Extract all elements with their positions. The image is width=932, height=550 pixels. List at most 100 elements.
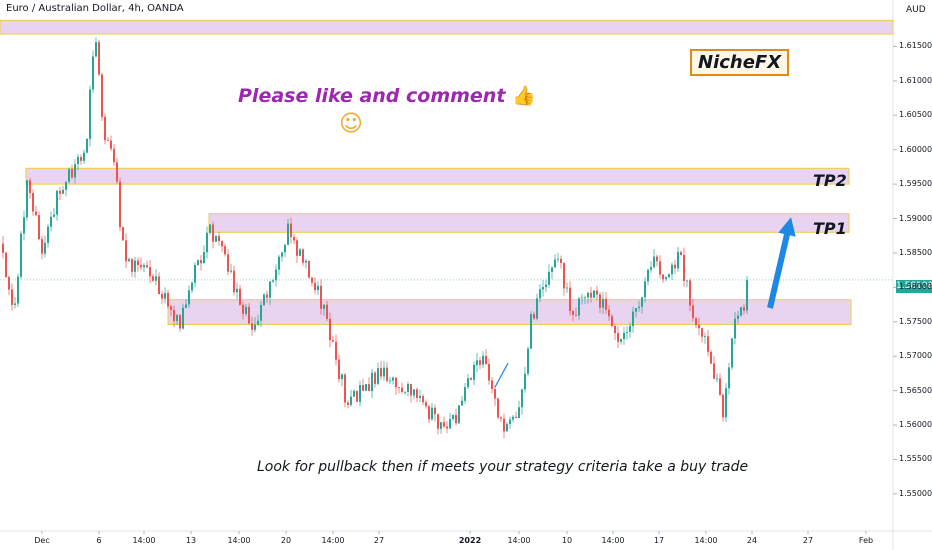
candle-body bbox=[416, 389, 418, 398]
candle-body bbox=[35, 211, 37, 216]
currency-label[interactable]: AUD bbox=[906, 5, 926, 15]
candle-body bbox=[536, 298, 538, 319]
like-comment-annotation[interactable]: Please like and comment 👍 bbox=[238, 84, 536, 107]
candle-body bbox=[83, 152, 85, 161]
candle-body bbox=[527, 348, 529, 374]
tp2-label[interactable]: TP2 bbox=[813, 171, 847, 190]
candle-body bbox=[86, 138, 88, 153]
candle-body bbox=[656, 256, 658, 262]
smile-icon[interactable]: ☺ bbox=[339, 111, 363, 137]
tp2-zone bbox=[25, 167, 850, 185]
candle-body bbox=[53, 214, 55, 217]
candle-body bbox=[548, 271, 550, 285]
candle-body bbox=[746, 279, 748, 311]
candle-body bbox=[638, 306, 640, 309]
candle-body bbox=[584, 297, 586, 299]
candle-body bbox=[482, 355, 484, 365]
candle-body bbox=[260, 305, 262, 321]
candle-body bbox=[266, 294, 268, 298]
candle-body bbox=[728, 367, 730, 389]
candle-body bbox=[479, 360, 481, 365]
candle-body bbox=[323, 304, 325, 309]
candle-body bbox=[68, 169, 70, 182]
candle-body bbox=[731, 338, 733, 368]
candle-body bbox=[338, 359, 340, 380]
candle-body bbox=[131, 259, 133, 272]
y-tick-label: 1.55500 bbox=[899, 454, 932, 464]
tp1-zone bbox=[208, 213, 850, 233]
candle-body bbox=[404, 391, 406, 393]
thumbs-up-icon: 👍 bbox=[512, 85, 536, 107]
candle-body bbox=[362, 385, 364, 391]
candle-body bbox=[434, 407, 436, 415]
candle-body bbox=[524, 373, 526, 390]
candle-body bbox=[629, 326, 631, 332]
candle-body bbox=[155, 276, 157, 281]
candle-body bbox=[104, 116, 106, 141]
x-tick-label: 27 bbox=[802, 536, 814, 545]
x-tick-label: 14:00 bbox=[227, 536, 251, 545]
candle-body bbox=[557, 258, 559, 260]
candle-body bbox=[635, 308, 637, 312]
candle-body bbox=[71, 169, 73, 178]
candle-body bbox=[206, 232, 208, 253]
candle-body bbox=[533, 314, 535, 319]
candle-body bbox=[452, 415, 454, 420]
candle-body bbox=[581, 297, 583, 299]
up-arrow-icon[interactable] bbox=[767, 217, 796, 309]
candle-body bbox=[236, 288, 238, 293]
candle-body bbox=[251, 323, 253, 330]
candle-body bbox=[272, 280, 274, 282]
candle-body bbox=[335, 341, 337, 360]
candle-body bbox=[425, 402, 427, 407]
brand-badge[interactable]: NicheFX bbox=[690, 49, 790, 76]
candle-body bbox=[188, 290, 190, 305]
candle-body bbox=[566, 287, 568, 289]
candle-body bbox=[41, 239, 43, 254]
x-tick-label: 14:00 bbox=[132, 536, 156, 545]
candle-body bbox=[443, 422, 445, 427]
candle-body bbox=[8, 276, 10, 290]
candle-body bbox=[173, 309, 175, 322]
candle-body bbox=[239, 288, 241, 305]
candle-body bbox=[398, 387, 400, 389]
candle-body bbox=[350, 396, 352, 405]
candle-body bbox=[611, 316, 613, 326]
candle-body bbox=[461, 400, 463, 406]
candle-body bbox=[179, 315, 181, 329]
candle-body bbox=[497, 398, 499, 418]
candle-body bbox=[2, 243, 4, 253]
candle-body bbox=[554, 259, 556, 268]
x-tick-label: 17 bbox=[653, 536, 665, 545]
candle-body bbox=[182, 307, 184, 329]
candle-body bbox=[122, 227, 124, 241]
trade-note[interactable]: Look for pullback then if meets your str… bbox=[257, 459, 749, 475]
x-tick-label: 14:00 bbox=[507, 536, 531, 545]
candle-body bbox=[515, 416, 517, 418]
candle-body bbox=[464, 387, 466, 401]
candle-body bbox=[263, 294, 265, 306]
candle-body bbox=[317, 285, 319, 291]
x-tick-label: 6 bbox=[96, 536, 102, 545]
candle-body bbox=[680, 252, 682, 255]
candle-body bbox=[413, 389, 415, 396]
candle-body bbox=[77, 157, 79, 165]
candle-body bbox=[698, 325, 700, 329]
y-tick-label: 1.60000 bbox=[899, 144, 932, 154]
candle-body bbox=[170, 306, 172, 310]
candle-body bbox=[158, 276, 160, 295]
tp1-label[interactable]: TP1 bbox=[813, 219, 847, 238]
x-tick-label: 24 bbox=[746, 536, 758, 545]
candle-body bbox=[125, 240, 127, 262]
candle-body bbox=[17, 276, 19, 304]
candle-body bbox=[107, 140, 109, 141]
candle-body bbox=[248, 306, 250, 324]
candle-body bbox=[14, 303, 16, 305]
candle-body bbox=[176, 315, 178, 322]
candle-body bbox=[359, 385, 361, 402]
candle-body bbox=[671, 264, 673, 275]
y-tick-label: 1.56500 bbox=[899, 385, 932, 395]
candle-body bbox=[659, 261, 661, 275]
